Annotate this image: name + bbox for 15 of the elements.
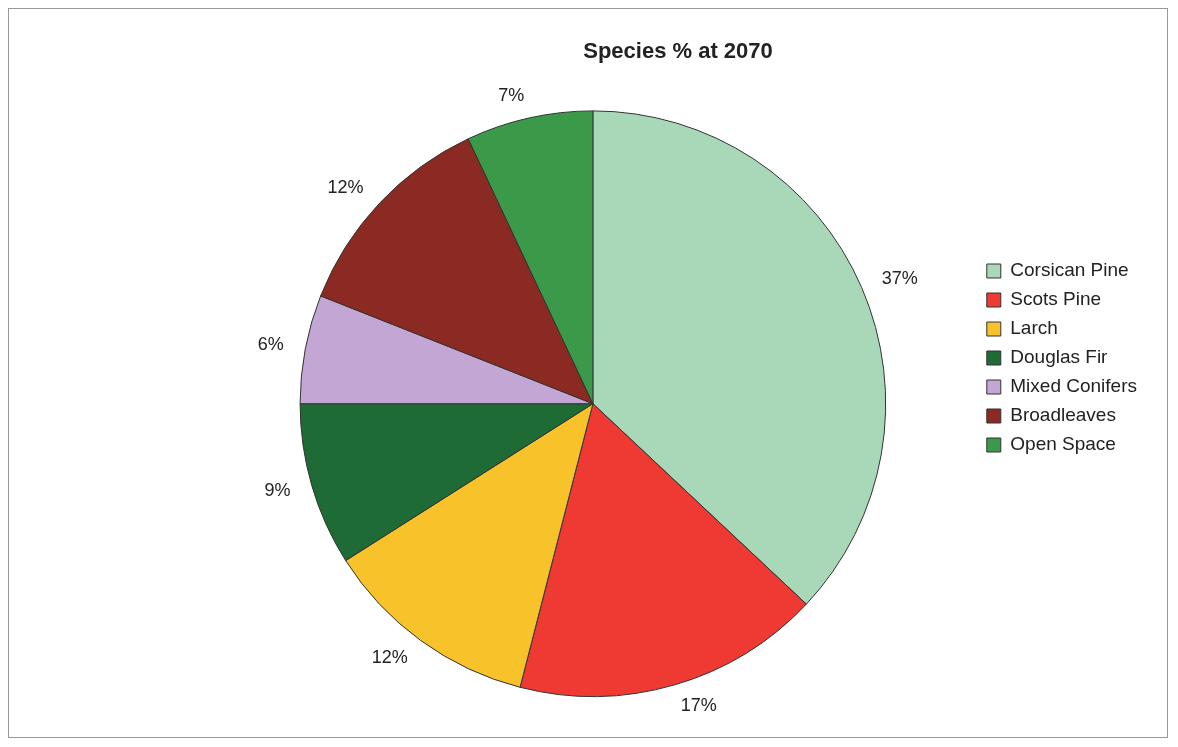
legend-label: Broadleaves <box>1010 404 1116 426</box>
data-label: 9% <box>264 480 291 501</box>
data-label: 17% <box>680 694 717 715</box>
data-label: 12% <box>371 647 408 668</box>
legend-label: Douglas Fir <box>1010 346 1109 368</box>
legend-label: Scots Pine <box>1010 288 1102 310</box>
data-label: 37% <box>881 267 918 288</box>
legend-label: Larch <box>1010 317 1058 339</box>
chart-title: Species % at 2070 <box>583 38 773 64</box>
legend-label: Mixed Conifers <box>1010 375 1138 397</box>
legend-label: Open Space <box>1010 433 1116 455</box>
data-label: 12% <box>327 177 364 198</box>
data-label: 7% <box>498 85 525 106</box>
data-label: 6% <box>257 333 284 354</box>
legend-label: Corsican Pine <box>1010 259 1129 281</box>
